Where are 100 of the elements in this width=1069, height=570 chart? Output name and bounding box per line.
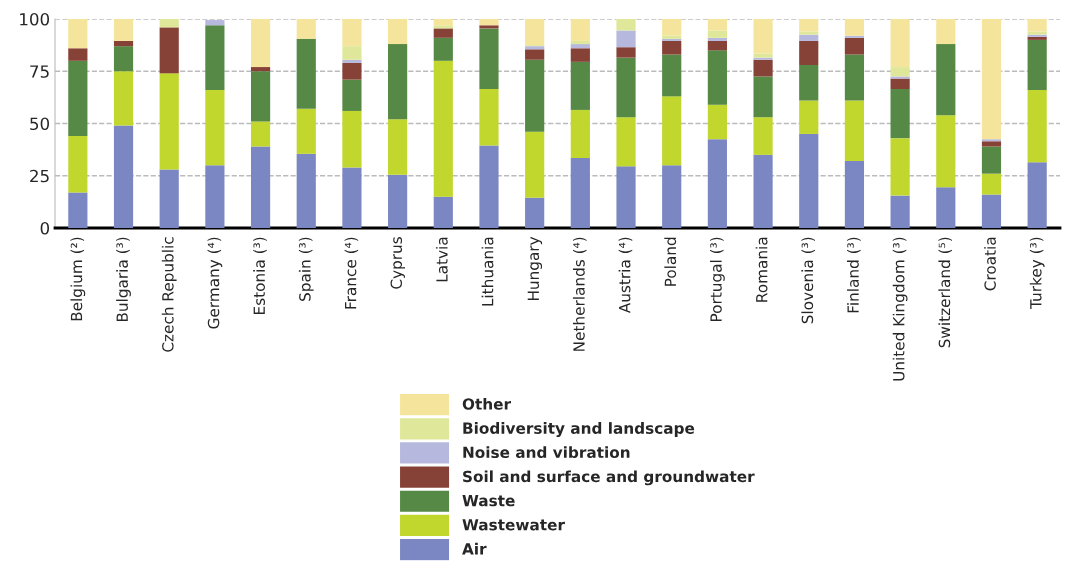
x-tick-label: United Kingdom (³) [892, 237, 908, 381]
bar [159, 27, 179, 74]
bar [570, 109, 590, 158]
bar [433, 28, 453, 38]
y-tick-label: 25 [30, 169, 49, 183]
bar [342, 167, 362, 228]
bar [1027, 39, 1047, 91]
legend-label: Biodiversity and landscape [463, 422, 695, 438]
bar [753, 57, 773, 60]
bar [844, 161, 865, 228]
bar [616, 30, 636, 48]
bar [890, 138, 910, 196]
bar [981, 141, 1002, 147]
x-tick-label: Finland (³) [847, 237, 861, 313]
bar [616, 117, 636, 167]
bar [662, 40, 682, 55]
bar [525, 131, 545, 198]
bar [753, 53, 773, 58]
bar [890, 67, 910, 77]
x-tick-label: Czech Republic [161, 237, 177, 352]
bar [707, 37, 727, 41]
x-tick-label: Romania [755, 237, 768, 302]
bar [479, 28, 499, 90]
bar [388, 174, 408, 228]
x-tick-label: Turkey (³) [1029, 237, 1045, 309]
bar [205, 165, 225, 228]
legend-label: Air [462, 542, 487, 555]
bar [707, 19, 727, 31]
bar [616, 166, 636, 228]
bar [113, 71, 134, 126]
bar [890, 78, 910, 90]
bar [159, 73, 179, 170]
bar [433, 196, 453, 228]
bar [890, 195, 910, 228]
bar [616, 57, 636, 118]
bar [981, 194, 1002, 228]
x-tick-label: Croatia [984, 237, 996, 291]
bar [342, 110, 362, 168]
bar [250, 121, 271, 147]
x-tick-label: Belgium (²) [70, 237, 86, 321]
bar [342, 19, 362, 47]
bar [936, 19, 956, 45]
y-tick-label: 100 [20, 12, 50, 26]
bar [250, 71, 271, 122]
bar [113, 40, 134, 47]
bar [525, 19, 545, 46]
bar [799, 19, 819, 32]
y-tick-label: 0 [40, 221, 50, 235]
bar [981, 19, 1002, 140]
bar [799, 31, 819, 35]
bar [113, 125, 134, 228]
bar [799, 64, 819, 101]
bar [570, 40, 590, 45]
bar [936, 187, 956, 228]
bar [296, 38, 316, 109]
bar [388, 44, 408, 120]
bar [479, 25, 499, 29]
bar [68, 48, 88, 61]
bar [113, 46, 134, 72]
bar [205, 90, 225, 166]
bar [525, 49, 545, 60]
x-tick-label: Germany (⁴) [207, 237, 223, 329]
bar [936, 115, 956, 188]
bar [844, 35, 865, 38]
x-tick-label: Slovenia (³) [801, 237, 815, 324]
x-tick-label: Portugal (³) [709, 237, 725, 321]
x-tick-label: Estonia (³) [253, 237, 267, 314]
bar [68, 192, 88, 228]
bar [388, 19, 408, 45]
bar [844, 100, 865, 162]
bar [68, 60, 88, 137]
bar [707, 40, 727, 51]
bar [525, 59, 545, 132]
bar [570, 48, 590, 62]
y-tick-label: 75 [30, 65, 49, 78]
bar [205, 20, 225, 26]
bar [707, 104, 727, 140]
legend-label: Wastewater [462, 519, 565, 531]
bar [433, 37, 453, 61]
bar [250, 67, 271, 72]
legend-label: Noise and vibration [463, 446, 630, 459]
bar [1027, 90, 1047, 163]
bar [981, 173, 1002, 195]
bar [159, 169, 179, 228]
bar [981, 139, 1002, 142]
bar [707, 139, 727, 228]
bar [68, 136, 88, 193]
bar [616, 19, 636, 31]
bar [662, 54, 682, 97]
bar [570, 157, 590, 228]
bar [479, 89, 499, 146]
x-tick-label: Cyprus [390, 237, 406, 289]
x-tick-label: Lithuania [481, 237, 494, 306]
bar [296, 153, 316, 228]
bar [250, 19, 271, 68]
bar [844, 19, 865, 36]
x-tick-label: Spain (³) [298, 237, 314, 301]
x-tick-label: Latvia [435, 237, 448, 282]
bar [662, 96, 682, 166]
x-tick-label: Netherlands (⁴) [572, 237, 587, 351]
